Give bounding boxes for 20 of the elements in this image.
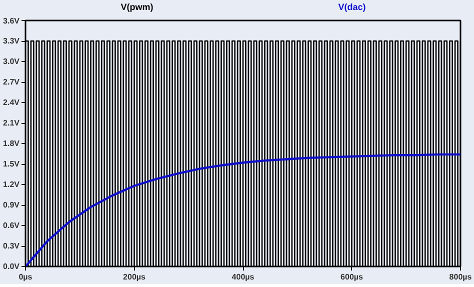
y-tick-label: 0.0V bbox=[3, 262, 20, 271]
y-tick-label: 1.5V bbox=[3, 160, 20, 168]
y-tick-label: 0.9V bbox=[3, 200, 20, 210]
y-tick-label: 3.3V bbox=[3, 36, 20, 46]
y-tick-label: 0.6V bbox=[3, 221, 20, 230]
y-tick-label: 1.8V bbox=[3, 139, 20, 148]
y-tick-label: 0.3V bbox=[3, 242, 20, 250]
x-tick-label: 800µs bbox=[449, 272, 472, 282]
y-tick-label: 3.0V bbox=[3, 57, 20, 66]
text: V(dac) bbox=[338, 2, 366, 12]
y-tick-label: 3.6V bbox=[3, 16, 20, 26]
y-tick-label: 2.4V bbox=[3, 98, 20, 107]
x-tick-label: 0µs bbox=[18, 272, 33, 282]
x-tick-label: 400µs bbox=[232, 272, 255, 282]
x-tick-label: 200µs bbox=[123, 272, 146, 282]
y-tick-label: 2.7V bbox=[3, 78, 20, 86]
x-tick-label: 600µs bbox=[340, 272, 364, 282]
text: V(pwm) bbox=[120, 2, 154, 12]
y-tick-label: 1.2V bbox=[3, 180, 20, 189]
y-tick-label: 2.1V bbox=[3, 118, 20, 128]
